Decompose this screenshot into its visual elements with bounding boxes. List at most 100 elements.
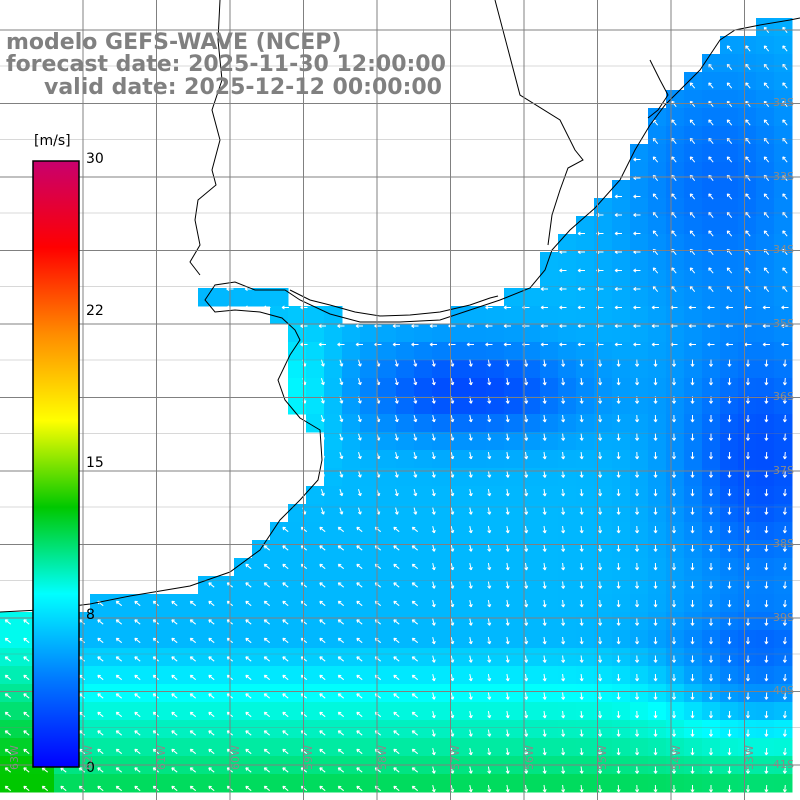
speed-cell (324, 450, 343, 469)
wind-arrow (726, 119, 733, 126)
wind-arrow (690, 359, 695, 367)
speed-cell (90, 702, 109, 721)
wind-arrow (633, 231, 641, 236)
colorbar-tick-15: 15 (86, 455, 104, 471)
wind-arrow (671, 673, 677, 682)
speed-cell (0, 630, 19, 649)
wind-arrow (598, 581, 603, 589)
speed-cell (684, 216, 703, 235)
speed-cell (702, 324, 721, 343)
wind-arrow (690, 433, 695, 441)
speed-cell (666, 414, 685, 433)
speed-cell (414, 594, 433, 613)
wind-arrow (708, 600, 714, 608)
speed-cell (288, 360, 307, 379)
speed-cell (162, 774, 181, 793)
speed-cell (630, 576, 649, 595)
speed-cell (360, 468, 379, 487)
speed-cell (450, 432, 469, 451)
speed-cell (684, 630, 703, 649)
speed-cell (594, 558, 613, 577)
speed-cell (720, 324, 739, 343)
longitude-label: 58W (375, 745, 389, 770)
wind-arrow (393, 582, 400, 588)
wind-arrow (97, 730, 104, 736)
wind-arrow (616, 507, 621, 515)
wind-arrow (431, 414, 436, 423)
wind-arrow (598, 673, 603, 682)
wind-arrow (671, 655, 677, 663)
speed-cell (630, 684, 649, 703)
wind-arrow (690, 526, 695, 534)
speed-cell (684, 612, 703, 631)
speed-cell (72, 774, 91, 793)
wind-arrow (394, 488, 399, 497)
speed-cell (612, 666, 631, 685)
wind-arrow (633, 323, 641, 329)
wind-arrow (411, 323, 419, 329)
speed-cell (522, 594, 541, 613)
speed-cell (612, 396, 631, 415)
speed-cell (594, 432, 613, 451)
speed-cell (540, 684, 559, 703)
wind-arrow (616, 359, 621, 367)
wind-arrow (782, 359, 787, 367)
speed-cell (342, 702, 361, 721)
speed-cell (756, 720, 775, 739)
wind-arrow (394, 470, 399, 478)
speed-cell (540, 576, 559, 595)
latitude-label: 34S (773, 243, 794, 256)
speed-cell (648, 162, 667, 181)
speed-cell (450, 414, 469, 433)
wind-arrow (727, 747, 732, 756)
wind-arrow (561, 673, 566, 682)
speed-cell (540, 594, 559, 613)
wind-arrow (505, 470, 510, 478)
wind-arrow (635, 747, 640, 756)
speed-cell (738, 90, 757, 109)
speed-cell (378, 522, 397, 541)
forecast-date: forecast date: 2025-11-30 12:00:00 (6, 52, 446, 77)
wind-arrow (505, 692, 510, 700)
speed-cell (576, 468, 595, 487)
wind-arrow (393, 674, 400, 681)
longitude-label: 61W (155, 745, 168, 770)
speed-cell (702, 738, 721, 757)
speed-cell (252, 738, 271, 757)
wind-arrow (727, 507, 732, 515)
wind-arrow (263, 563, 271, 570)
speed-cell (684, 684, 703, 703)
speed-cell (378, 576, 397, 595)
wind-arrow (690, 618, 695, 626)
speed-cell (774, 252, 793, 271)
speed-cell (738, 684, 757, 703)
wind-arrow (393, 785, 400, 792)
speed-cell (378, 378, 397, 397)
wind-arrow (431, 636, 436, 645)
speed-cell (288, 702, 307, 721)
speed-cell (702, 126, 721, 145)
wind-arrow (394, 451, 399, 460)
longitude-label: 54W (669, 745, 683, 770)
wind-arrow (745, 470, 751, 478)
wind-arrow (598, 766, 603, 774)
wind-arrow (690, 674, 695, 682)
wind-arrow (598, 655, 603, 663)
speed-cell (756, 342, 775, 361)
speed-cell (684, 720, 703, 739)
speed-cell (432, 594, 451, 613)
wind-arrow (616, 470, 621, 478)
wind-arrow (189, 711, 197, 718)
latitude-label: 35S (773, 316, 794, 330)
speed-cell (450, 594, 469, 613)
wind-arrow (671, 766, 677, 774)
wind-arrow (431, 581, 436, 589)
wind-arrow (505, 544, 510, 552)
speed-cell (774, 774, 793, 793)
speed-cell (504, 414, 523, 433)
wind-arrow (542, 433, 547, 441)
wind-arrow (337, 323, 345, 329)
speed-cell (522, 774, 541, 793)
wind-arrow (319, 619, 326, 625)
speed-cell (378, 450, 397, 469)
